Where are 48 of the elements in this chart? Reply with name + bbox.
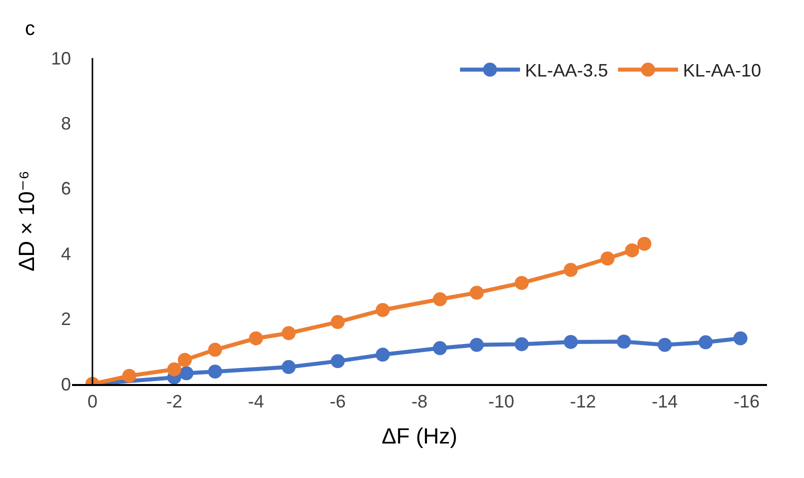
point: [600, 251, 615, 266]
point: [376, 303, 390, 317]
x-tick-label: -8: [411, 391, 428, 412]
y-tick-label: 2: [60, 309, 71, 330]
point: [167, 362, 182, 376]
x-tick-label: -6: [330, 391, 346, 412]
point: [330, 315, 345, 330]
point: [179, 366, 194, 380]
point: [733, 331, 748, 346]
x-tick-label: -12: [570, 391, 596, 412]
point: [376, 348, 390, 362]
legend-label: KL-AA-3.5: [525, 60, 608, 81]
y-axis-title: ΔD × 10⁻⁶: [14, 170, 39, 272]
point: [658, 338, 672, 352]
point: [432, 292, 447, 306]
x-tick-label: -16: [734, 391, 760, 412]
y-tick-label: 10: [50, 48, 71, 68]
point: [208, 364, 222, 379]
y-tick-label: 6: [60, 178, 71, 199]
x-tick-label: -4: [248, 391, 264, 412]
x-tick-label: -14: [652, 391, 678, 412]
point: [637, 236, 652, 251]
point: [514, 337, 529, 352]
point: [564, 262, 578, 277]
point: [208, 342, 222, 357]
x-tick-label: -10: [488, 391, 514, 412]
x-axis-title: ΔF (Hz): [382, 424, 458, 449]
point: [282, 326, 296, 340]
point: [564, 334, 578, 349]
text: c: [25, 18, 35, 40]
point: [432, 341, 447, 356]
point: [330, 354, 345, 368]
point: [470, 286, 484, 300]
point: [698, 335, 713, 350]
point: [122, 368, 136, 383]
y-tick-label: 4: [60, 244, 71, 264]
point: [282, 360, 296, 374]
y-tick-label: 8: [60, 114, 71, 134]
point: [470, 338, 484, 352]
point: [616, 334, 631, 349]
y-tick-label: 0: [60, 374, 71, 394]
point: [178, 352, 192, 367]
point: [625, 243, 640, 258]
point: [248, 331, 263, 346]
x-tick-label: 0: [87, 391, 98, 412]
point: [514, 276, 529, 290]
legend-label: KL-AA-10: [683, 60, 762, 81]
x-tick-label: -2: [166, 391, 182, 412]
